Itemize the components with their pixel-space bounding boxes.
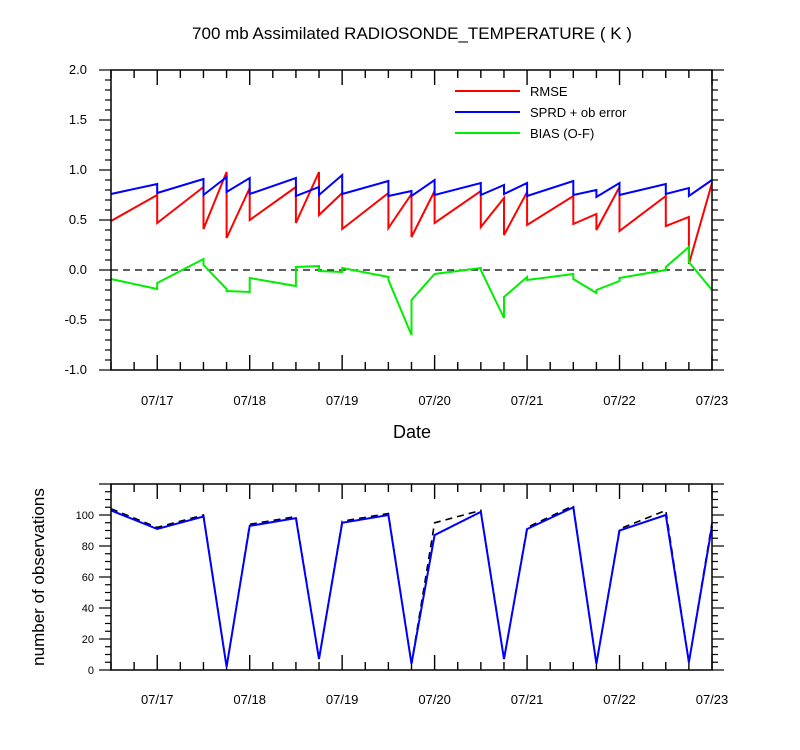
top-y-tick-label: 2.0 [69, 62, 87, 77]
bottom-series-group [110, 504, 713, 668]
top-y-tick-label: -0.5 [65, 312, 87, 327]
top-x-tick-label: 07/20 [418, 393, 451, 408]
bottom-x-tick-label: 07/21 [511, 692, 544, 707]
top-y-tick-label: -1.0 [65, 362, 87, 377]
bottom-series-solid-line [110, 505, 713, 668]
bottom-y-tick-label: 80 [82, 541, 94, 553]
legend-label: SPRD + ob error [530, 105, 627, 120]
bottom-x-tick-label: 07/19 [326, 692, 359, 707]
top-y-tick-label: 0.0 [69, 262, 87, 277]
top-x-tick-label: 07/17 [141, 393, 174, 408]
top-x-tick-label: 07/21 [511, 393, 544, 408]
top-y-tick-label: 1.0 [69, 162, 87, 177]
bottom-y-axis-label: number of observations [29, 488, 48, 666]
bottom-y-tick-label: 60 [82, 572, 94, 584]
legend: RMSE SPRD + ob error BIAS (O-F) [455, 84, 627, 141]
bottom-axes: 07/17 07/18 07/19 07/20 07/21 07/22 07/23 0 20 40… [76, 483, 729, 707]
top-series-rmse-line [110, 171, 713, 265]
bottom-x-tick-label: 07/18 [233, 692, 266, 707]
chart-title: 700 mb Assimilated RADIOSONDE_TEMPERATUR… [192, 24, 632, 43]
top-series-sprd-ob-error-line [110, 172, 713, 199]
top-x-tick-label: 07/19 [326, 393, 359, 408]
bottom-x-tick-label: 07/22 [603, 692, 636, 707]
top-y-tick-label: 0.5 [69, 212, 87, 227]
top-series-bias-o-f-line [110, 244, 713, 336]
bottom-x-tick-label: 07/23 [696, 692, 729, 707]
legend-label: BIAS (O-F) [530, 126, 594, 141]
bottom-y-tick-label: 20 [82, 634, 94, 646]
bottom-x-tick-label: 07/17 [141, 692, 174, 707]
bottom-y-tick-label: 0 [88, 665, 94, 677]
bottom-series-dashed-line [110, 504, 713, 668]
top-x-tick-label: 07/23 [696, 393, 729, 408]
bottom-y-tick-label: 40 [82, 603, 94, 615]
top-y-tick-label: 1.5 [69, 112, 87, 127]
bottom-y-tick-label: 100 [76, 510, 94, 522]
top-axes: 07/17 07/18 07/19 07/20 07/21 07/22 07/23 -1.0 -… [65, 62, 729, 408]
top-plot-frame [110, 69, 713, 371]
top-x-tick-label: 07/22 [603, 393, 636, 408]
top-x-tick-label: 07/18 [233, 393, 266, 408]
bottom-x-tick-label: 07/20 [418, 692, 451, 707]
top-series-group [110, 171, 713, 336]
legend-label: RMSE [530, 84, 568, 99]
bottom-plot-frame [110, 483, 713, 671]
x-axis-label: Date [393, 422, 431, 442]
